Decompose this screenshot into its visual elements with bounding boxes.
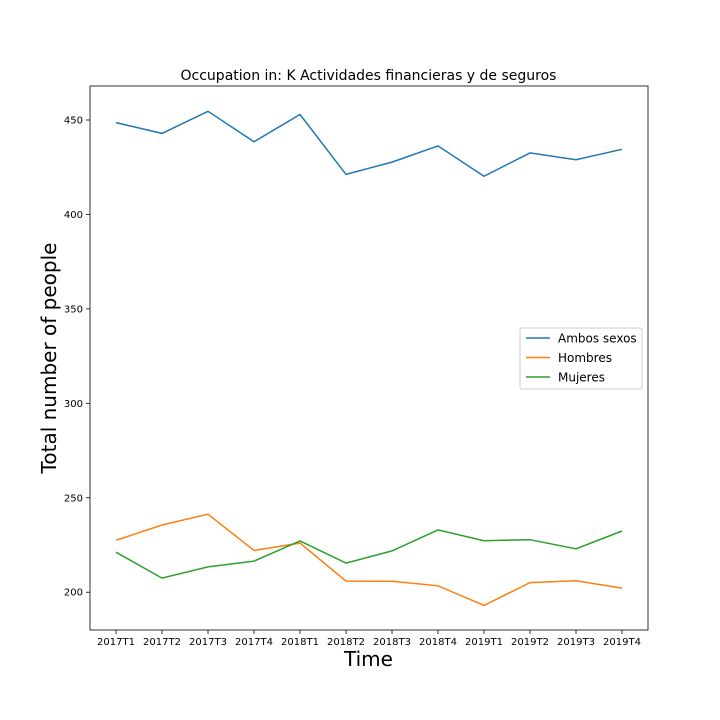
x-tick-label: 2018T3: [373, 637, 411, 648]
x-tick-label: 2018T1: [281, 637, 319, 648]
legend-label: Hombres: [558, 351, 612, 365]
y-axis: 200 250 300 350 400 450: [64, 116, 90, 599]
legend-label: Ambos sexos: [558, 332, 637, 346]
x-tick-label: 2017T1: [97, 637, 135, 648]
legend-label: Mujeres: [558, 371, 605, 385]
legend-box: [519, 327, 643, 390]
x-axis: 2017T1 2017T2 2017T3 2017T4 2018T1 2018T2 2018…: [97, 630, 641, 648]
x-axis-title: Time: [343, 647, 393, 671]
series-line-ambos-sexos: [115, 110, 623, 178]
x-tick-label: 2017T2: [143, 637, 181, 648]
x-tick-label: 2019T2: [511, 637, 549, 648]
y-tick-label: 400: [64, 210, 83, 221]
y-tick-label: 250: [64, 493, 83, 504]
y-tick-label: 300: [64, 399, 83, 410]
x-tick-label: 2018T2: [327, 637, 365, 648]
legend: Ambos sexos Hombres Mujeres: [519, 327, 643, 390]
plot-area: [89, 85, 649, 631]
y-axis-title: Total number of people: [37, 243, 61, 475]
y-tick-label: 200: [64, 588, 83, 599]
y-tick-label: 450: [64, 116, 83, 127]
y-tick-label: 350: [64, 304, 83, 315]
x-tick-label: 2017T4: [235, 637, 273, 648]
series-line-mujeres: [115, 529, 623, 579]
x-tick-label: 2019T4: [603, 637, 641, 648]
x-tick-label: 2019T1: [465, 637, 503, 648]
plot-frame: [89, 85, 649, 631]
series-line-hombres: [115, 513, 623, 607]
x-tick-label: 2019T3: [557, 637, 595, 648]
x-tick-label: 2018T4: [419, 637, 457, 648]
x-tick-label: 2017T3: [189, 637, 227, 648]
chart-title: Occupation in: K Actividades financieras…: [181, 68, 557, 84]
